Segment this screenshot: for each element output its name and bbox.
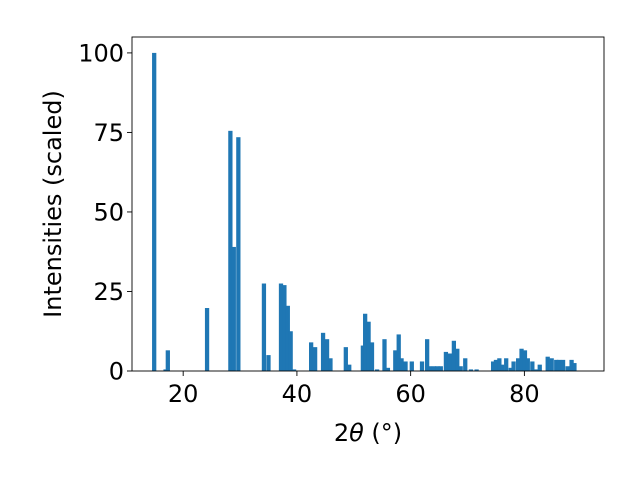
bar [399,358,404,371]
bar [369,342,375,371]
bar [320,332,326,371]
y-axis-ticks: 0 25 50 75 100 [78,39,132,386]
bar [545,356,550,371]
bar [282,285,287,371]
bar [447,353,453,371]
x-axis-ticks: 20 40 60 80 [168,371,540,408]
bar [438,366,443,371]
bar [291,369,297,371]
bar [374,369,380,371]
bar [451,340,457,371]
bar [463,358,468,371]
y-tick-label: 75 [93,119,124,147]
bar [409,361,414,371]
bar [556,359,562,371]
y-axis-label: Intensities (scaled) [39,90,67,318]
bar [431,366,437,371]
bar [163,369,168,371]
bar [403,361,408,371]
bar [511,361,516,371]
bar [443,351,449,371]
bar [519,348,524,371]
bar [285,305,290,371]
y-tick-label: 50 [93,198,124,226]
bar [490,361,496,371]
bar [261,283,267,371]
bar [288,331,293,371]
bar [382,339,387,371]
bar [455,348,460,371]
bar [236,137,241,371]
x-tick-label: 80 [509,380,540,408]
bar [516,358,521,371]
x-tick-label: 60 [395,380,426,408]
bar-series [152,52,577,372]
bar [522,350,528,371]
bar [427,366,433,371]
bar [324,339,330,371]
bar [530,361,535,371]
bar [204,308,210,371]
bar [393,350,398,371]
bar [435,366,440,371]
bar [385,367,391,371]
bar [504,358,509,371]
bar [525,358,530,371]
bar [560,359,566,371]
bar [152,52,157,372]
bar [554,359,559,371]
bar [537,364,542,371]
y-tick-label: 25 [93,278,124,306]
bar [508,367,513,371]
bar [396,334,401,371]
bar [425,339,430,371]
bar [497,358,502,371]
bar [500,364,505,371]
bar [549,358,554,371]
x-tick-label: 20 [168,380,199,408]
bar [309,342,314,371]
bar [343,347,348,371]
bar [419,361,425,371]
y-tick-label: 100 [78,39,124,67]
bar [493,359,499,371]
x-tick-label: 40 [282,380,313,408]
bar [278,283,284,371]
bar [228,130,233,371]
bar [474,369,479,371]
bar [565,366,570,371]
bar [347,364,352,371]
x-axis-label: 2θ (°) [334,419,402,447]
bar [458,366,463,371]
bar [360,345,366,371]
bar [569,359,574,371]
bar [468,369,474,371]
bar [266,355,271,371]
bar [312,347,318,371]
bar [165,350,170,371]
bar [572,363,577,371]
bar [328,358,333,371]
bar [534,369,539,371]
bar [231,246,236,371]
bar [363,313,368,371]
bar [366,321,371,371]
y-tick-label: 0 [109,358,124,386]
plot-frame [131,36,605,372]
